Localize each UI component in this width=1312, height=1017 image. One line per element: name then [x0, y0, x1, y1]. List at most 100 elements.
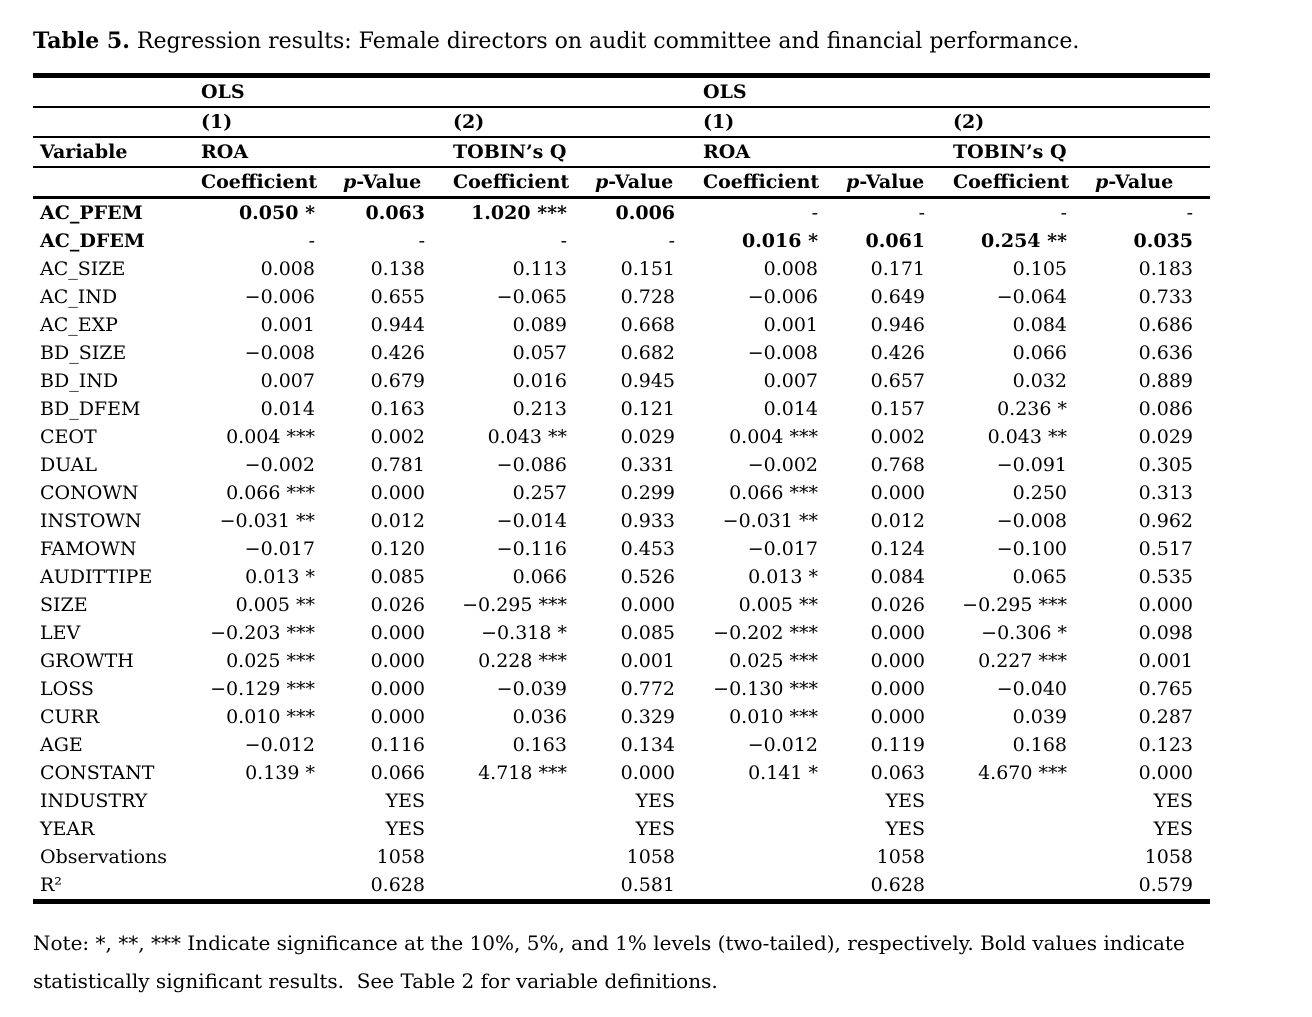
pvalue-cell: 0.063	[870, 762, 926, 784]
coefficient-cell: 0.014	[260, 398, 315, 420]
pvalue-cell: 0.085	[370, 566, 425, 588]
coefficient-cell: −0.129 ***	[210, 678, 315, 700]
table-row: CONSTANT 0.139 * 0.066 4.718 *** 0.000 0.141 …	[33, 759, 1210, 787]
pvalue-cell: 1058	[1144, 846, 1194, 868]
pvalue-cell: 0.517	[1138, 538, 1194, 560]
table-row: INDUSTRY YES YES YES YES	[33, 787, 1210, 815]
variable-label: AC_EXP	[40, 314, 118, 336]
coefficient-cell: −0.008	[747, 342, 819, 364]
coefficient-cell: 0.139 *	[245, 762, 315, 784]
pvalue-cell: 1058	[876, 846, 926, 868]
variable-label: CEOT	[40, 426, 97, 448]
coefficient-cell: 0.089	[512, 314, 567, 336]
pvalue-cell: 0.945	[620, 370, 676, 392]
coefficient-cell: −0.295 ***	[962, 594, 1068, 616]
pvalue-cell: 0.331	[620, 454, 676, 476]
coefficient-cell: −0.012	[244, 734, 315, 756]
header-row-statistics: Coefficient p-Value Coefficient p-Value …	[33, 167, 1211, 199]
variable-label: CONSTANT	[40, 762, 155, 784]
coefficient-cell: −0.086	[496, 454, 567, 476]
coefficient-cell: −0.130 ***	[713, 678, 819, 700]
pvalue-cell: 0.944	[370, 314, 425, 336]
dv-header-4: TOBIN’s Q	[953, 137, 1211, 168]
coefficient-cell: −0.306 *	[981, 622, 1068, 644]
coefficient-cell: −0.116	[496, 538, 567, 560]
pvalue-cell: 0.889	[1138, 370, 1194, 392]
table-number: Table 5.	[33, 28, 130, 54]
coefficient-header-3: Coefficient	[703, 167, 847, 199]
pvalue-cell: YES	[885, 790, 926, 812]
table-caption: Regression results: Female directors on …	[136, 29, 1080, 54]
pvalue-cell: 0.000	[370, 650, 425, 672]
pvalue-cell: 0.066	[370, 762, 425, 784]
coefficient-cell	[453, 871, 595, 902]
coefficient-cell: 0.036	[512, 706, 567, 728]
pvalue-cell: 0.733	[1138, 286, 1194, 308]
table-row: AGE −0.012 0.116 0.163 0.134 −0.012 0.119 0.168…	[33, 731, 1210, 759]
variable-label: R²	[40, 874, 62, 896]
pvalue-cell: 0.061	[865, 230, 926, 252]
coefficient-cell: 0.013 *	[245, 566, 315, 588]
coefficient-cell: 0.066 ***	[729, 482, 819, 504]
pvalue-cell: 0.657	[870, 370, 926, 392]
pvalue-header-2: p-Value	[595, 167, 704, 199]
model-number-3: (1)	[703, 107, 954, 138]
variable-label: BD_IND	[40, 370, 119, 392]
table-row: AC_PFEM 0.050 * 0.063 1.020 *** 0.006 - - - -	[33, 198, 1210, 228]
table-row: AC_IND −0.006 0.655 −0.065 0.728 −0.006 0.649 −…	[33, 283, 1210, 311]
pvalue-cell: 0.426	[370, 342, 425, 364]
coefficient-cell: −0.318 *	[481, 622, 567, 644]
coefficient-cell: 0.257	[512, 482, 567, 504]
pvalue-cell: 0.012	[870, 510, 926, 532]
variable-label: FAMOWN	[40, 538, 137, 560]
coefficient-cell: −0.091	[996, 454, 1068, 476]
table-row: AUDITTIPE 0.013 * 0.085 0.066 0.526 0.013 * 0.…	[33, 563, 1210, 591]
table-row: GROWTH 0.025 *** 0.000 0.228 *** 0.001 0.025 …	[33, 647, 1210, 675]
coefficient-cell	[201, 815, 343, 843]
pvalue-cell: 0.679	[370, 370, 425, 392]
pvalue-cell: 0.063	[365, 202, 426, 224]
pvalue-cell: 0.655	[370, 286, 425, 308]
pvalue-cell: 0.002	[370, 426, 425, 448]
coefficient-cell: −0.031 **	[219, 510, 315, 532]
table-row: DUAL −0.002 0.781 −0.086 0.331 −0.002 0.768 −0.…	[33, 451, 1210, 479]
pvalue-cell: 0.581	[620, 874, 676, 896]
coefficient-cell: 0.250	[1012, 482, 1068, 504]
coefficient-header-4: Coefficient	[953, 167, 1096, 199]
coefficient-cell	[201, 843, 343, 871]
pvalue-header-italic-p: p	[595, 171, 609, 193]
coefficient-cell	[201, 787, 343, 815]
pvalue-header-3: p-Value	[846, 167, 954, 199]
coefficient-cell: −0.002	[747, 454, 819, 476]
coefficient-cell: 0.013 *	[748, 566, 819, 588]
pvalue-cell: 0.163	[370, 398, 425, 420]
pvalue-cell: 0.157	[870, 398, 926, 420]
pvalue-cell: 0.668	[620, 314, 676, 336]
variable-label: YEAR	[40, 818, 95, 840]
coefficient-cell: 0.236 *	[997, 398, 1068, 420]
table-row: FAMOWN −0.017 0.120 −0.116 0.453 −0.017 0.124 −…	[33, 535, 1210, 563]
pvalue-cell: 0.000	[370, 678, 425, 700]
pvalue-cell: 0.000	[870, 678, 926, 700]
pvalue-cell: 0.001	[1138, 650, 1194, 672]
pvalue-cell: 0.000	[1138, 762, 1194, 784]
coefficient-cell: 0.066	[1012, 342, 1068, 364]
pvalue-cell: 0.026	[370, 594, 425, 616]
coefficient-cell: 0.057	[512, 342, 567, 364]
variable-label: LEV	[40, 622, 81, 644]
pvalue-cell: 1058	[376, 846, 425, 868]
coefficient-header-2: Coefficient	[453, 167, 595, 199]
coefficient-cell	[453, 815, 595, 843]
pvalue-header-4: p-Value	[1095, 167, 1211, 199]
pvalue-cell: YES	[635, 790, 676, 812]
method-header-left: OLS	[201, 75, 704, 108]
pvalue-cell: 0.151	[620, 258, 676, 280]
coefficient-cell: -	[308, 230, 315, 252]
pvalue-cell: 0.682	[620, 342, 676, 364]
table-row: INSTOWN −0.031 ** 0.012 −0.014 0.933 −0.031 *…	[33, 507, 1210, 535]
coefficient-cell: 0.065	[1012, 566, 1068, 588]
pvalue-cell: 0.085	[620, 622, 676, 644]
coefficient-cell: 4.718 ***	[478, 762, 567, 784]
coefficient-cell	[703, 787, 846, 815]
coefficient-cell: 0.016	[512, 370, 567, 392]
